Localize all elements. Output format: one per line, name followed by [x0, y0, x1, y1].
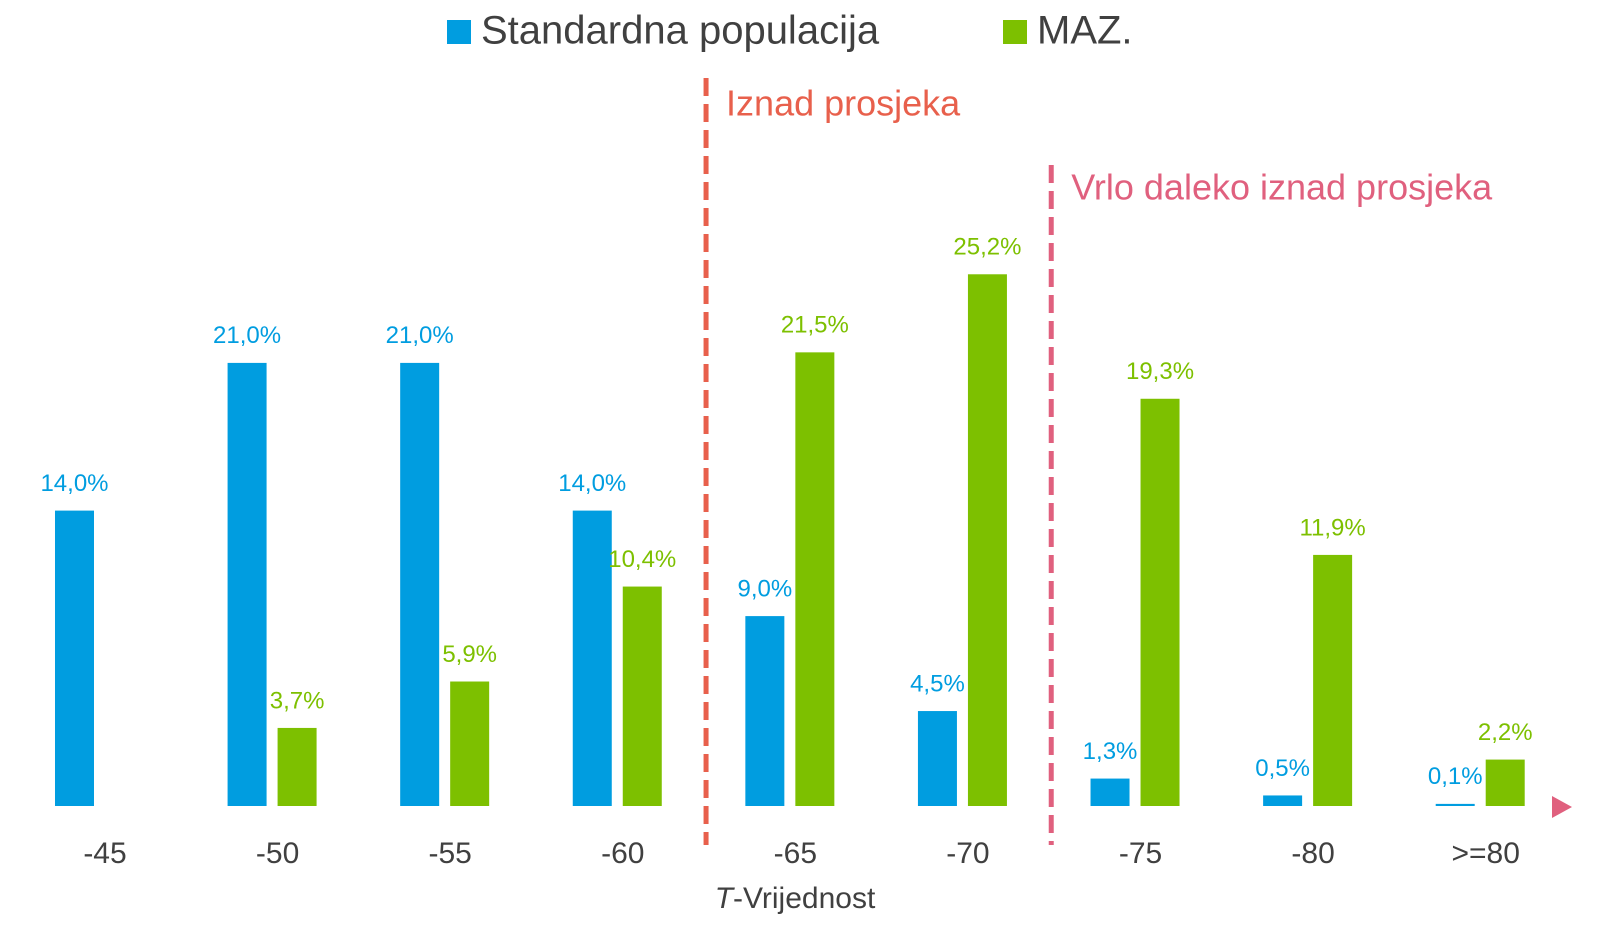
x-axis-label-italic: T: [715, 882, 736, 915]
value-label: 19,3%: [1126, 358, 1194, 385]
value-label: 11,9%: [1299, 514, 1365, 541]
value-label: 21,0%: [213, 322, 281, 349]
bar: [450, 681, 490, 806]
value-label: 4,5%: [910, 670, 965, 697]
bar: [1435, 803, 1475, 806]
legend-label: Standardna populacija: [481, 9, 880, 53]
value-label: 3,7%: [270, 687, 325, 714]
bar: [1140, 398, 1180, 806]
bar: [917, 711, 957, 806]
annotation-text: Vrlo daleko iznad prosjeka: [1071, 167, 1493, 208]
bar: [1090, 778, 1130, 806]
x-tick-label: -45: [83, 837, 126, 870]
bar: [1263, 795, 1303, 806]
value-label: 21,5%: [781, 312, 849, 339]
value-label: 10,4%: [608, 546, 676, 573]
bar: [622, 586, 662, 806]
x-tick-label: -60: [601, 837, 644, 870]
value-label: 21,0%: [386, 322, 454, 349]
bar: [1313, 554, 1353, 806]
bar: [1485, 759, 1525, 806]
x-tick-label: -65: [774, 837, 817, 870]
bar: [54, 510, 94, 806]
x-axis-label: T-Vrijednost: [715, 882, 876, 915]
value-label: 14,0%: [40, 470, 108, 497]
legend-label: MAZ.: [1037, 9, 1133, 53]
x-tick-label: >=80: [1451, 837, 1519, 870]
x-tick-label: -70: [946, 837, 989, 870]
bar: [745, 616, 785, 806]
bar: [400, 362, 440, 806]
x-tick-label: -50: [256, 837, 299, 870]
value-label: 1,3%: [1083, 738, 1138, 765]
value-label: 0,1%: [1428, 763, 1483, 790]
value-label: 25,2%: [953, 234, 1021, 261]
value-label: 14,0%: [558, 470, 626, 497]
axis-arrow: [1552, 796, 1572, 818]
value-label: 0,5%: [1255, 755, 1310, 782]
value-label: 9,0%: [737, 575, 792, 602]
legend-swatch: [1003, 20, 1027, 44]
legend-swatch: [447, 20, 471, 44]
bar: [795, 352, 835, 806]
bar: [967, 274, 1007, 806]
bar: [572, 510, 612, 806]
x-tick-label: -55: [428, 837, 471, 870]
bar: [227, 362, 267, 806]
x-tick-label: -80: [1291, 837, 1334, 870]
x-tick-label: -75: [1119, 837, 1162, 870]
value-label: 2,2%: [1478, 719, 1533, 746]
value-label: 5,9%: [442, 641, 497, 668]
annotation-text: Iznad prosjeka: [726, 83, 961, 124]
bar: [277, 727, 317, 806]
x-axis-label-rest: -Vrijednost: [733, 882, 876, 915]
